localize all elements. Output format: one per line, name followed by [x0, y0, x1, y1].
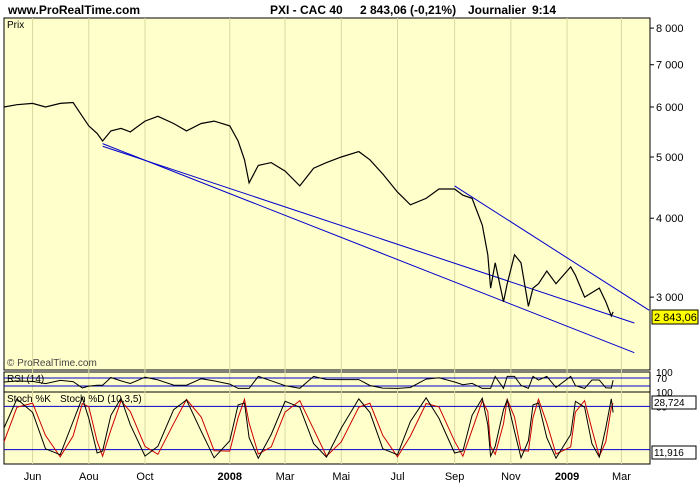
instrument-name: PXI - CAC 40 — [270, 3, 343, 17]
price-panel-title: Prix — [7, 20, 24, 31]
rsi-tick-label: 70 — [656, 374, 668, 385]
price-line — [3, 101, 614, 318]
x-tick-label: 2008 — [218, 471, 242, 483]
y-tick-label: 7 000 — [656, 60, 684, 72]
stoch-d-legend: Stoch %D (10,3,5) — [60, 394, 142, 405]
period-label: Journalier — [468, 3, 527, 17]
x-tick-label: Sep — [445, 471, 465, 483]
rsi-series — [3, 375, 650, 390]
rsi-panel[interactable] — [3, 371, 651, 393]
y-tick-label: 3 000 — [656, 292, 684, 304]
y-tick-label: 4 000 — [656, 213, 684, 225]
stoch-k-line — [3, 396, 614, 460]
rsi-panel-title: RSI (14) — [7, 374, 44, 385]
price-series — [3, 101, 614, 318]
x-tick-label: Aou — [79, 471, 99, 483]
rsi-line — [3, 375, 614, 390]
x-tick-label: Mar — [276, 471, 295, 483]
stoch-last-value: 11,916 — [654, 448, 684, 459]
price-panel[interactable] — [3, 17, 651, 371]
vertical-gridlines — [32, 18, 622, 464]
x-axis-labels: Jun Aou Oct 2008 Mar Mai Jul Sep Nov 2009 Mar — [24, 471, 632, 483]
trend-line — [454, 185, 650, 311]
x-tick-label: Nov — [501, 471, 521, 483]
watermark: © ProRealTime.com — [7, 358, 97, 369]
stoch-k-legend: Stoch %K — [7, 394, 51, 405]
rsi-last-box — [651, 395, 697, 410]
y-tick-label: 5 000 — [656, 152, 684, 164]
last-quote: 2 843,06 (-0,21%) — [360, 3, 457, 17]
rsi-tick-label: 100 — [656, 368, 673, 379]
price-last-value: 2 843,06 — [654, 312, 697, 324]
x-tick-label: Mar — [612, 471, 631, 483]
x-tick-label: Oct — [136, 471, 153, 483]
x-tick-label: Jun — [24, 471, 42, 483]
x-tick-label: 2009 — [555, 471, 579, 483]
price-last-box — [651, 309, 699, 325]
y-tick-label: 6 000 — [656, 102, 684, 114]
time-label: 9:14 — [532, 3, 557, 17]
stoch-tick-label: 100 — [656, 388, 673, 399]
trend-line — [102, 145, 635, 324]
trend-lines — [102, 143, 650, 354]
stoch-series — [3, 396, 650, 460]
rsi-last-value: 28,724 — [654, 398, 685, 409]
x-tick-label: Mai — [332, 471, 350, 483]
y-tick-label: 8 000 — [656, 23, 684, 35]
site-label[interactable]: www.ProRealTime.com — [8, 3, 141, 17]
x-tick-label: Jul — [390, 471, 404, 483]
stoch-last-box — [651, 445, 697, 460]
stoch-d-line — [3, 397, 614, 458]
trend-line — [102, 143, 635, 354]
